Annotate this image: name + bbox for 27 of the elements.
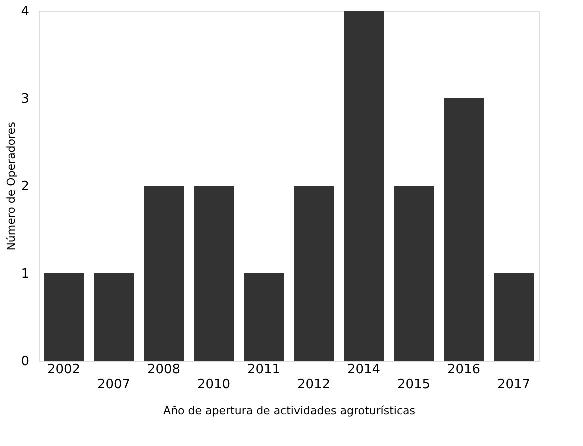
bar: [94, 274, 134, 361]
y-tick-label: 0: [21, 354, 30, 370]
x-tick-label: 2016: [447, 362, 481, 378]
bar: [144, 186, 184, 361]
x-tick-label: 2010: [197, 378, 231, 392]
x-tick-label: 2011: [247, 362, 281, 378]
x-axis-title: Año de apertura de actividades agroturísticas: [164, 404, 416, 418]
y-tick-label: 3: [21, 92, 30, 107]
bar: [444, 98, 484, 361]
bar: [394, 186, 434, 361]
x-tick-label: 2008: [147, 362, 181, 378]
x-tick-label: 2014: [347, 362, 381, 378]
bar: [244, 274, 284, 361]
x-tick-label: 2002: [47, 362, 81, 378]
bar: [44, 274, 84, 361]
x-tick-label: 2007: [97, 378, 131, 392]
x-tick-label: 2012: [297, 378, 331, 392]
x-tick-label: 2015: [397, 378, 431, 392]
bar: [194, 186, 234, 361]
y-axis-title: Número de Operadores: [5, 122, 18, 251]
y-tick-label: 2: [21, 180, 30, 194]
bar: [344, 11, 384, 361]
x-tick-label: 2017: [497, 378, 531, 392]
bar: [294, 186, 334, 361]
y-tick-label: 4: [21, 4, 30, 20]
bar: [494, 274, 534, 361]
y-tick-label: 1: [21, 267, 30, 282]
